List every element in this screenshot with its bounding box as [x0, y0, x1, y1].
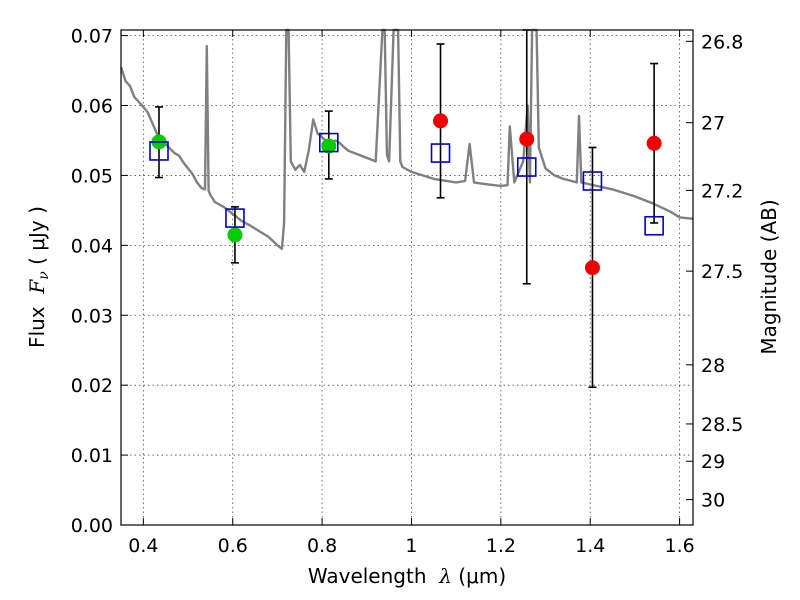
observed-flux-point: [584, 260, 600, 276]
x-tick-label: 1.4: [575, 535, 605, 557]
x-tick-label: 1.2: [486, 535, 516, 557]
observed-flux-point: [519, 131, 535, 147]
observed-flux-point: [227, 227, 243, 243]
right-tick-label: 30: [701, 490, 725, 512]
y-axis-label: Flux Fν ( μJy ): [25, 206, 52, 348]
x-tick-label: 0.6: [218, 535, 248, 557]
y-tick-label: 0.01: [71, 445, 113, 467]
model-flux-square: [318, 132, 339, 153]
x-tick-label: 1.6: [664, 535, 694, 557]
marker-layer: [149, 113, 664, 276]
model-flux-square: [516, 157, 537, 177]
right-tick-label: 27.2: [701, 180, 743, 202]
y-tick-label: 0.03: [71, 305, 113, 327]
right-tick-label: 27: [701, 113, 725, 135]
x-tick-label: 1: [405, 535, 417, 557]
right-tick-label: 27.5: [701, 261, 743, 283]
x-tick-label: 0.8: [307, 535, 337, 557]
y-axis-ticks: 0.00 0.01 0.02 0.03 0.04 0.05 0.06 0.07: [71, 26, 128, 537]
right-tick-label: 29: [701, 451, 725, 473]
model-flux-square: [644, 215, 664, 236]
right-tick-label: 28.5: [701, 414, 743, 436]
model-flux-square: [582, 171, 603, 191]
y-tick-label: 0.05: [71, 165, 113, 187]
plot-frame: [120, 29, 694, 526]
observed-flux-point: [646, 135, 662, 151]
y-tick-label: 0.07: [71, 26, 113, 48]
x-axis-ticks: 0.4 0.6 0.8 1 1.2 1.4 1.6: [128, 30, 695, 557]
x-tick-label: 0.4: [128, 535, 158, 557]
gridlines: [121, 30, 693, 526]
model-flux-square: [149, 141, 169, 161]
y-tick-label: 0.04: [71, 235, 113, 257]
model-flux-square: [225, 208, 245, 228]
right-tick-label: 26.8: [701, 31, 743, 53]
plot-background: [121, 30, 693, 525]
right-axis-ticks: 26.8 27 27.2 27.5 28 28.5 29 30: [686, 31, 743, 512]
y-tick-label: 0.06: [71, 96, 113, 118]
right-axis-label: Magnitude (AB): [757, 199, 781, 354]
y-tick-label: 0.02: [71, 375, 113, 397]
y-tick-label: 0.00: [71, 515, 113, 537]
model-flux-square: [430, 143, 451, 163]
observed-flux-point: [433, 113, 449, 129]
observed-flux-point: [321, 138, 337, 154]
right-tick-label: 28: [701, 355, 725, 377]
x-axis-label: Wavelength λ (μm): [308, 564, 506, 588]
